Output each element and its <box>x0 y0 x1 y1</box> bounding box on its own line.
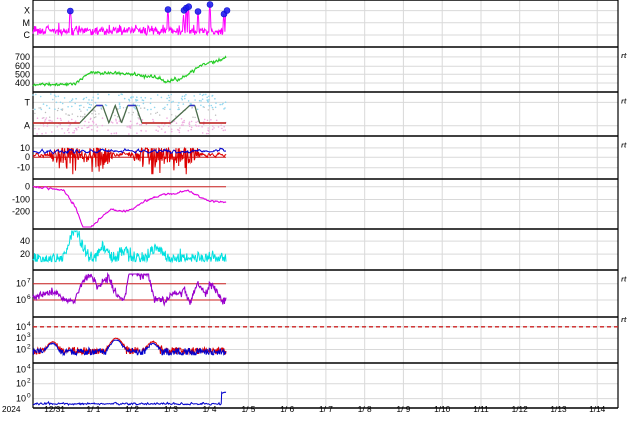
svg-text:1/ 3: 1/ 3 <box>164 404 178 414</box>
svg-text:2: 2 <box>27 344 31 351</box>
svg-text:10: 10 <box>16 322 26 332</box>
svg-text:3: 3 <box>27 332 31 339</box>
svg-text:1/14: 1/14 <box>589 404 606 414</box>
svg-text:1/ 9: 1/ 9 <box>396 404 410 414</box>
svg-text:-200: -200 <box>12 207 30 217</box>
svg-text:4: 4 <box>27 363 31 370</box>
svg-text:6: 6 <box>27 294 31 301</box>
svg-text:1/ 7: 1/ 7 <box>319 404 333 414</box>
svg-text:1/ 5: 1/ 5 <box>241 404 255 414</box>
svg-text:rt: rt <box>621 315 627 324</box>
svg-text:1/ 1: 1/ 1 <box>86 404 100 414</box>
svg-text:rt: rt <box>621 275 627 284</box>
svg-text:10: 10 <box>16 364 26 374</box>
svg-text:2: 2 <box>27 378 31 385</box>
svg-text:10: 10 <box>16 345 26 355</box>
svg-text:20: 20 <box>20 249 30 259</box>
svg-text:1/11: 1/11 <box>473 404 489 414</box>
svg-text:1/ 4: 1/ 4 <box>203 404 217 414</box>
svg-text:1/ 8: 1/ 8 <box>358 404 372 414</box>
svg-text:1/ 2: 1/ 2 <box>125 404 139 414</box>
svg-text:400: 400 <box>15 78 30 88</box>
svg-text:1/ 6: 1/ 6 <box>280 404 294 414</box>
svg-text:40: 40 <box>20 236 30 246</box>
svg-text:-100: -100 <box>12 195 30 205</box>
svg-text:2024: 2024 <box>2 404 21 414</box>
svg-text:0: 0 <box>25 152 30 162</box>
svg-text:4: 4 <box>27 321 31 328</box>
svg-text:rt: rt <box>621 96 627 105</box>
svg-text:10: 10 <box>16 379 26 389</box>
svg-text:-10: -10 <box>17 163 30 173</box>
svg-text:A: A <box>24 121 30 131</box>
svg-text:1/12: 1/12 <box>512 404 529 414</box>
svg-text:rt: rt <box>621 141 627 150</box>
svg-text:10: 10 <box>16 394 26 404</box>
svg-text:7: 7 <box>27 278 31 285</box>
svg-text:C: C <box>24 30 31 40</box>
svg-text:1/10: 1/10 <box>434 404 451 414</box>
svg-text:10: 10 <box>16 295 26 305</box>
svg-text:T: T <box>25 97 31 107</box>
svg-text:0: 0 <box>25 182 30 192</box>
svg-text:X: X <box>24 6 30 16</box>
svg-text:10: 10 <box>16 279 26 289</box>
svg-text:12/31: 12/31 <box>44 404 65 414</box>
svg-text:M: M <box>23 18 31 28</box>
svg-text:1/13: 1/13 <box>550 404 567 414</box>
svg-text:10: 10 <box>16 333 26 343</box>
svg-text:0: 0 <box>27 393 31 400</box>
svg-text:rt: rt <box>621 51 627 60</box>
